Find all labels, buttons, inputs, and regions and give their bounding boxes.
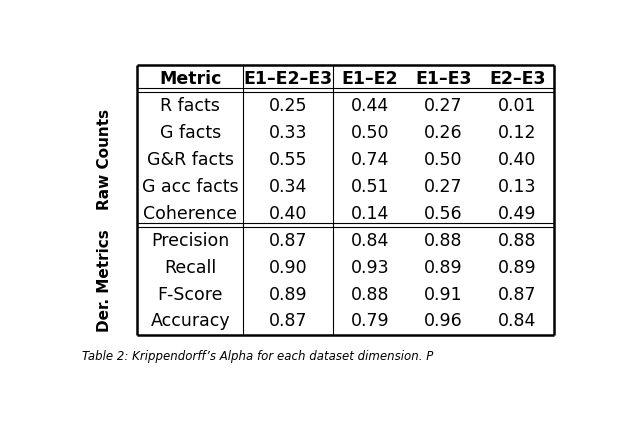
Text: 0.90: 0.90: [269, 259, 308, 276]
Text: E1–E2–E3: E1–E2–E3: [243, 70, 332, 88]
Text: F-Score: F-Score: [158, 286, 223, 303]
Text: 0.74: 0.74: [350, 151, 389, 169]
Text: 0.89: 0.89: [425, 259, 463, 276]
Text: 0.84: 0.84: [350, 232, 389, 249]
Text: 0.34: 0.34: [269, 178, 307, 196]
Text: 0.91: 0.91: [425, 286, 463, 303]
Text: 0.87: 0.87: [269, 232, 307, 249]
Text: 0.87: 0.87: [269, 312, 307, 330]
Text: Metric: Metric: [159, 70, 221, 88]
Text: 0.26: 0.26: [425, 124, 463, 142]
Text: 0.89: 0.89: [269, 286, 308, 303]
Text: 0.51: 0.51: [350, 178, 389, 196]
Text: 0.88: 0.88: [498, 232, 536, 249]
Text: G facts: G facts: [159, 124, 221, 142]
Text: E1–E3: E1–E3: [415, 70, 472, 88]
Text: 0.79: 0.79: [350, 312, 389, 330]
Text: 0.55: 0.55: [269, 151, 307, 169]
Text: 0.84: 0.84: [498, 312, 536, 330]
Text: R facts: R facts: [160, 97, 220, 115]
Text: 0.50: 0.50: [425, 151, 463, 169]
Text: 0.40: 0.40: [269, 205, 307, 222]
Text: 0.96: 0.96: [424, 312, 463, 330]
Text: 0.44: 0.44: [350, 97, 389, 115]
Text: 0.40: 0.40: [498, 151, 536, 169]
Text: Der. Metrics: Der. Metrics: [96, 230, 112, 333]
Text: 0.93: 0.93: [350, 259, 389, 276]
Text: 0.88: 0.88: [425, 232, 463, 249]
Text: Accuracy: Accuracy: [150, 312, 230, 330]
Text: G acc facts: G acc facts: [142, 178, 239, 196]
Text: 0.88: 0.88: [350, 286, 389, 303]
Text: Raw Counts: Raw Counts: [96, 109, 112, 210]
Text: 0.12: 0.12: [498, 124, 536, 142]
Text: Recall: Recall: [164, 259, 216, 276]
Text: 0.01: 0.01: [498, 97, 536, 115]
Text: 0.87: 0.87: [498, 286, 536, 303]
Text: Coherence: Coherence: [143, 205, 237, 222]
Text: G&R facts: G&R facts: [146, 151, 234, 169]
Text: E1–E2: E1–E2: [342, 70, 398, 88]
Text: 0.33: 0.33: [269, 124, 307, 142]
Text: 0.89: 0.89: [498, 259, 536, 276]
Text: 0.56: 0.56: [425, 205, 463, 222]
Text: 0.27: 0.27: [425, 178, 463, 196]
Text: Precision: Precision: [151, 232, 229, 249]
Text: E2–E3: E2–E3: [489, 70, 546, 88]
Text: 0.49: 0.49: [498, 205, 536, 222]
Text: 0.25: 0.25: [269, 97, 307, 115]
Text: Table 2: Krippendorff’s Alpha for each dataset dimension. P: Table 2: Krippendorff’s Alpha for each d…: [82, 349, 433, 362]
Text: 0.50: 0.50: [350, 124, 389, 142]
Text: 0.14: 0.14: [350, 205, 389, 222]
Text: 0.27: 0.27: [425, 97, 463, 115]
Text: 0.13: 0.13: [498, 178, 536, 196]
